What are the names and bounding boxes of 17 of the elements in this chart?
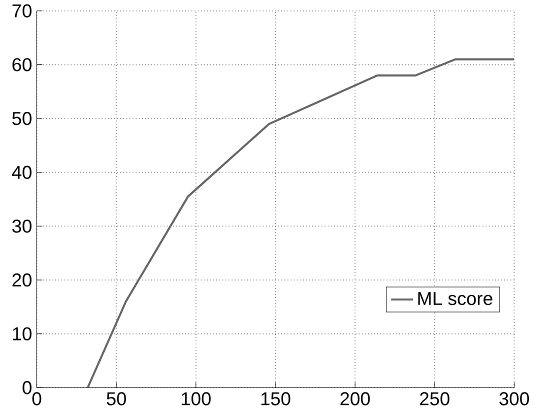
x-tick-label: 50 — [106, 392, 126, 406]
line-series — [86, 58, 514, 388]
legend-label: ML score — [418, 292, 492, 306]
x-tick-label: 150 — [261, 392, 290, 406]
x-tick-label: 0 — [32, 392, 42, 406]
y-tick-label: 50 — [12, 112, 32, 126]
y-tick-label: 40 — [12, 166, 32, 180]
y-tick-label: 10 — [12, 327, 32, 341]
x-tick-label: 100 — [182, 392, 211, 406]
y-tick-label: 60 — [12, 58, 32, 72]
y-tick-label: 70 — [12, 4, 32, 18]
x-tick-label: 250 — [420, 392, 450, 406]
x-tick-label: 200 — [340, 392, 370, 406]
y-tick-label: 30 — [12, 220, 32, 233]
x-tick-label: 300 — [499, 392, 529, 406]
y-tick-label: 0 — [22, 381, 32, 394]
y-tick-label: 20 — [12, 274, 32, 287]
